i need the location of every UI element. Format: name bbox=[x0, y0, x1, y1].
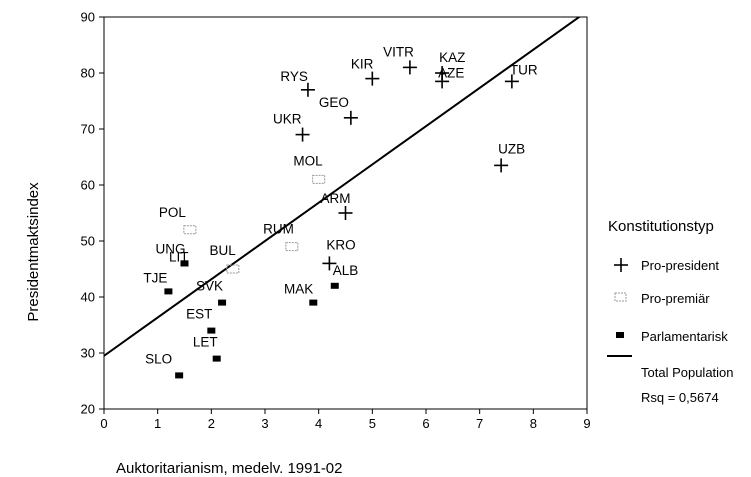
point-label: UKR bbox=[273, 112, 302, 127]
y-tick-label: 90 bbox=[81, 10, 95, 25]
point-label: BUL bbox=[210, 243, 237, 258]
point-label: MAK bbox=[284, 282, 313, 297]
legend-label-parlamentarisk: Parlamentarisk bbox=[641, 329, 728, 344]
open-square-marker bbox=[183, 225, 197, 235]
x-tick-label: 0 bbox=[100, 416, 107, 431]
data-point-let: LET bbox=[193, 335, 221, 362]
x-tick-label: 4 bbox=[315, 416, 322, 431]
point-label: POL bbox=[159, 205, 187, 220]
legend: Konstitutionstyp Pro-president Pro-premi… bbox=[607, 218, 734, 405]
axes: 0 1 2 3 4 5 6 7 8 9 20 30 40 50 60 70 80 90 bbox=[81, 10, 591, 432]
filled-square-marker bbox=[207, 327, 216, 334]
data-point-svk: SVK bbox=[196, 279, 227, 306]
x-tick-label: 6 bbox=[422, 416, 429, 431]
point-label: KRO bbox=[326, 237, 355, 252]
filled-square-marker-icon bbox=[616, 332, 624, 338]
data-point-vitr: VITR bbox=[383, 44, 417, 75]
regression-line-group bbox=[104, 17, 581, 357]
x-axis-title: Auktoritarianism, medelv. 1991-02 bbox=[116, 460, 343, 477]
point-label: ARM bbox=[321, 191, 351, 206]
x-tick-label: 1 bbox=[154, 416, 161, 431]
point-label: VITR bbox=[383, 44, 414, 59]
data-point-rys: RYS bbox=[280, 69, 315, 97]
data-point-mol: MOL bbox=[293, 153, 326, 184]
point-label: MOL bbox=[293, 153, 323, 168]
legend-item-total-population: Total Population bbox=[607, 355, 734, 380]
y-tick-label: 40 bbox=[81, 290, 95, 305]
data-point-slo: SLO bbox=[145, 351, 184, 379]
legend-label-total-population: Total Population bbox=[641, 365, 734, 380]
x-tick-label: 3 bbox=[261, 416, 268, 431]
point-label: RUM bbox=[263, 222, 294, 237]
point-label: UNG bbox=[156, 241, 186, 256]
data-point-aze: AZE bbox=[435, 65, 464, 89]
filled-square-marker bbox=[180, 260, 189, 267]
y-tick-label: 20 bbox=[81, 402, 95, 417]
plot-area bbox=[103, 16, 588, 410]
data-point-mak: MAK bbox=[284, 282, 318, 306]
legend-label-pro-president: Pro-president bbox=[641, 258, 719, 273]
point-label: KAZ bbox=[439, 50, 465, 65]
y-axis-title: Presidentmaktsindex bbox=[25, 182, 42, 322]
point-label: SLO bbox=[145, 351, 172, 366]
legend-title: Konstitutionstyp bbox=[608, 218, 714, 235]
data-point-geo: GEO bbox=[319, 95, 358, 125]
y-tick-label: 60 bbox=[81, 178, 95, 193]
plus-marker-icon bbox=[614, 258, 628, 272]
point-label: ALB bbox=[333, 263, 359, 278]
point-label: AZE bbox=[438, 65, 464, 80]
data-point-tur: TUR bbox=[504, 62, 538, 89]
x-tick-label: 5 bbox=[369, 416, 376, 431]
x-tick-label: 7 bbox=[476, 416, 483, 431]
point-label: GEO bbox=[319, 95, 349, 110]
filled-square-marker bbox=[218, 299, 227, 306]
regression-line bbox=[104, 17, 581, 357]
legend-item-parlamentarisk: Parlamentarisk bbox=[616, 329, 728, 344]
open-square-marker bbox=[312, 174, 326, 184]
legend-item-pro-premiar: Pro-premiär bbox=[614, 291, 710, 306]
filled-square-marker bbox=[175, 372, 184, 379]
filled-square-marker bbox=[309, 299, 318, 306]
point-label: TUR bbox=[510, 62, 538, 77]
data-point-ukr: UKR bbox=[273, 112, 310, 142]
data-point-alb: ALB bbox=[330, 263, 359, 289]
point-label: SVK bbox=[196, 279, 223, 294]
legend-rsq: Rsq = 0,5674 bbox=[641, 390, 719, 405]
x-tick-label: 8 bbox=[530, 416, 537, 431]
y-tick-label: 80 bbox=[81, 66, 95, 81]
y-tick-label: 70 bbox=[81, 122, 95, 137]
data-point-tje: TJE bbox=[143, 270, 173, 295]
open-square-marker bbox=[285, 242, 299, 252]
filled-square-marker bbox=[212, 355, 221, 362]
open-square-marker bbox=[226, 264, 240, 274]
data-point-arm: ARM bbox=[321, 191, 353, 220]
data-point-est: EST bbox=[186, 307, 216, 334]
open-square-marker-icon bbox=[614, 292, 627, 302]
data-point-rum: RUM bbox=[263, 222, 299, 252]
plot-frame bbox=[103, 16, 588, 410]
point-label: LET bbox=[193, 335, 218, 350]
data-point-kir: KIR bbox=[351, 57, 380, 86]
data-point-kro: KRO bbox=[322, 237, 356, 271]
point-label: TJE bbox=[143, 270, 167, 285]
data-point-uzb: UZB bbox=[494, 141, 525, 173]
data-point-ung: UNG bbox=[156, 241, 189, 267]
x-tick-label: 9 bbox=[583, 416, 590, 431]
filled-square-marker bbox=[164, 288, 173, 295]
x-tick-label: 2 bbox=[208, 416, 215, 431]
legend-label-pro-premiar: Pro-premiär bbox=[641, 291, 710, 306]
y-tick-label: 30 bbox=[81, 346, 95, 361]
y-tick-label: 50 bbox=[81, 234, 95, 249]
legend-item-pro-president: Pro-president bbox=[614, 258, 719, 273]
point-label: UZB bbox=[498, 141, 525, 156]
point-label: RYS bbox=[280, 69, 308, 84]
point-label: EST bbox=[186, 307, 212, 322]
data-point-pol: POL bbox=[159, 205, 197, 235]
point-label: KIR bbox=[351, 57, 374, 72]
filled-square-marker bbox=[330, 282, 339, 289]
data-point-bul: BUL bbox=[210, 243, 240, 274]
